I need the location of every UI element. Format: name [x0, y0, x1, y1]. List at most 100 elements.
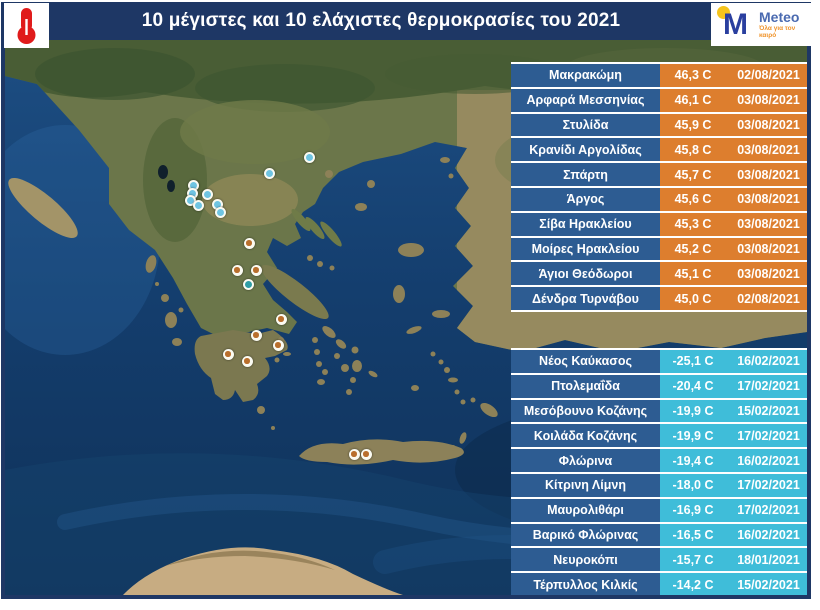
- table-row: Τέρπυλλος Κιλκίς -14,2 C 15/02/2021: [511, 573, 807, 595]
- table-row: Μεσόβουνο Κοζάνης -19,9 C 15/02/2021: [511, 399, 807, 425]
- italy-heel: [8, 178, 78, 238]
- table-row: Άγιοι Θεόδωροι 45,1 C 03/08/2021: [511, 262, 807, 288]
- station-marker-cold: [211, 198, 223, 210]
- station-marker-warm: [243, 237, 255, 249]
- temperature-value: -19,9 C: [660, 424, 726, 448]
- station-marker-cold: [184, 194, 196, 206]
- station-name: Σίβα Ηρακλείου: [511, 212, 660, 236]
- table-row: Στυλίδα 45,9 C 03/08/2021: [511, 113, 807, 139]
- station-marker-warm: [272, 339, 284, 351]
- station-name: Νευροκόπι: [511, 548, 660, 572]
- table-row: Κρανίδι Αργολίδας 45,8 C 03/08/2021: [511, 138, 807, 164]
- record-date: 16/02/2021: [726, 350, 807, 373]
- logo-sun-dot-icon: [717, 5, 730, 19]
- station-name: Αρφαρά Μεσσηνίας: [511, 88, 660, 112]
- record-date: 17/02/2021: [726, 498, 807, 522]
- station-name: Τέρπυλλος Κιλκίς: [511, 573, 660, 595]
- record-date: 16/02/2021: [726, 449, 807, 472]
- table-row: Σίβα Ηρακλείου 45,3 C 03/08/2021: [511, 212, 807, 238]
- page-title: 10 μέγιστες και 10 ελάχιστες θερμοκρασίε…: [141, 10, 621, 31]
- frame: 10 μέγιστες και 10 ελάχιστες θερμοκρασίε…: [1, 2, 811, 599]
- station-name: Φλώρινα: [511, 449, 660, 472]
- station-marker-warm: [250, 329, 262, 341]
- record-date: 15/02/2021: [726, 399, 807, 423]
- temperature-value: 46,3 C: [660, 64, 726, 87]
- temperature-value: -15,7 C: [660, 548, 726, 572]
- station-name: Μοίρες Ηρακλείου: [511, 237, 660, 261]
- record-date: 16/02/2021: [726, 523, 807, 547]
- max-temperatures-table: Μακρακώμη 46,3 C 02/08/2021 Αρφαρά Μεσσηνί…: [511, 62, 807, 312]
- table-row: Αρφαρά Μεσσηνίας 46,1 C 03/08/2021: [511, 88, 807, 114]
- table-row: Άργος 45,6 C 03/08/2021: [511, 187, 807, 213]
- record-date: 03/08/2021: [726, 187, 807, 211]
- temperature-value: 45,0 C: [660, 287, 726, 310]
- station-marker-warm: [250, 264, 262, 276]
- crete-island: [299, 439, 464, 465]
- record-date: 17/02/2021: [726, 424, 807, 448]
- temperature-value: -19,4 C: [660, 449, 726, 472]
- station-marker-cold: [303, 151, 315, 163]
- station-name: Σπάρτη: [511, 163, 660, 186]
- temperature-value: 45,2 C: [660, 237, 726, 261]
- logo-brand: Meteo: [759, 9, 800, 25]
- station-marker-warm: [360, 448, 372, 460]
- table-row: Μαυρολιθάρι -16,9 C 17/02/2021: [511, 498, 807, 524]
- meteo-logo: M Meteo Όλα για τον καιρό: [711, 3, 811, 46]
- temperature-value: 46,1 C: [660, 88, 726, 112]
- station-marker-cold: [192, 199, 204, 211]
- station-marker-teal: [242, 278, 254, 290]
- table-row: Βαρικό Φλώρινας -16,5 C 16/02/2021: [511, 523, 807, 549]
- station-name: Άγιοι Θεόδωροι: [511, 262, 660, 286]
- station-marker-cold: [186, 187, 198, 199]
- record-date: 15/02/2021: [726, 573, 807, 595]
- table-row: Κίτρινη Λίμνη -18,0 C 17/02/2021: [511, 473, 807, 499]
- temperature-value: -16,9 C: [660, 498, 726, 522]
- table-row: Δένδρα Τυρνάβου 45,0 C 02/08/2021: [511, 287, 807, 312]
- station-name: Βαρικό Φλώρινας: [511, 523, 660, 547]
- thermometer-icon: [17, 7, 36, 44]
- record-date: 17/02/2021: [726, 473, 807, 497]
- station-marker-cold: [201, 188, 213, 200]
- station-marker-warm: [231, 264, 243, 276]
- record-date: 03/08/2021: [726, 113, 807, 137]
- station-marker-cold: [263, 167, 275, 179]
- station-name: Κίτρινη Λίμνη: [511, 473, 660, 497]
- record-date: 03/08/2021: [726, 237, 807, 261]
- station-marker-warm: [348, 448, 360, 460]
- table-row: Κοιλάδα Κοζάνης -19,9 C 17/02/2021: [511, 424, 807, 450]
- record-date: 18/01/2021: [726, 548, 807, 572]
- temperature-value: -20,4 C: [660, 374, 726, 398]
- table-row: Μοίρες Ηρακλείου 45,2 C 03/08/2021: [511, 237, 807, 263]
- temperature-value: 45,7 C: [660, 163, 726, 186]
- station-name: Κρανίδι Αργολίδας: [511, 138, 660, 162]
- station-marker-cold: [187, 179, 199, 191]
- station-name: Στυλίδα: [511, 113, 660, 137]
- logo-monogram: M: [717, 5, 755, 43]
- evia-island: [261, 264, 329, 320]
- logo-text: Meteo Όλα για τον καιρό: [759, 9, 803, 40]
- temperature-value: -25,1 C: [660, 350, 726, 373]
- temperature-value: -14,2 C: [660, 573, 726, 595]
- table-row: Μακρακώμη 46,3 C 02/08/2021: [511, 64, 807, 89]
- logo-tagline: Όλα για τον καιρό: [759, 25, 796, 39]
- table-row: Φλώρινα -19,4 C 16/02/2021: [511, 449, 807, 474]
- table-row: Νέος Καύκασος -25,1 C 16/02/2021: [511, 350, 807, 375]
- min-temperatures-table: Νέος Καύκασος -25,1 C 16/02/2021 Πτολεμαΐδ…: [511, 348, 807, 595]
- station-name: Πτολεμαΐδα: [511, 374, 660, 398]
- station-name: Μακρακώμη: [511, 64, 660, 87]
- station-name: Δένδρα Τυρνάβου: [511, 287, 660, 310]
- station-name: Μαυρολιθάρι: [511, 498, 660, 522]
- station-name: Κοιλάδα Κοζάνης: [511, 424, 660, 448]
- peloponnese: [194, 330, 288, 402]
- station-name: Μεσόβουνο Κοζάνης: [511, 399, 660, 423]
- temperature-value: -19,9 C: [660, 399, 726, 423]
- station-marker-warm: [241, 355, 253, 367]
- record-date: 03/08/2021: [726, 163, 807, 186]
- temperature-value: 45,1 C: [660, 262, 726, 286]
- station-name: Νέος Καύκασος: [511, 350, 660, 373]
- greece-satellite-map: Μακρακώμη 46,3 C 02/08/2021 Αρφαρά Μεσσηνί…: [5, 40, 807, 595]
- record-date: 03/08/2021: [726, 212, 807, 236]
- thermometer-badge: [4, 3, 49, 48]
- record-date: 02/08/2021: [726, 287, 807, 310]
- temperature-value: 45,3 C: [660, 212, 726, 236]
